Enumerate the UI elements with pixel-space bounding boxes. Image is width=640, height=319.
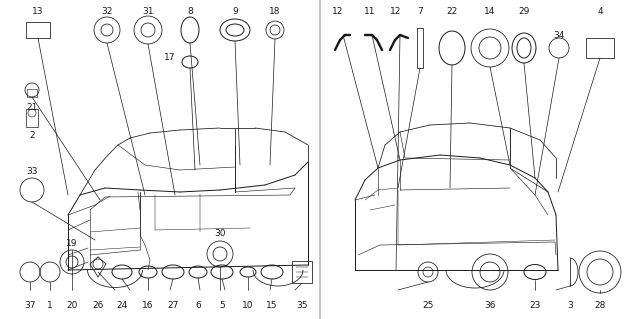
- Text: 29: 29: [518, 8, 530, 17]
- Text: 6: 6: [195, 301, 201, 310]
- Text: 27: 27: [167, 301, 179, 310]
- Text: 4: 4: [597, 8, 603, 17]
- Text: 10: 10: [243, 301, 253, 310]
- Text: 23: 23: [529, 301, 541, 310]
- Text: 35: 35: [296, 301, 308, 310]
- Bar: [26, 22, 50, 38]
- Text: 37: 37: [24, 301, 36, 310]
- Text: 9: 9: [232, 8, 238, 17]
- Text: 25: 25: [422, 301, 434, 310]
- Text: 36: 36: [484, 301, 496, 310]
- Text: 3: 3: [567, 301, 573, 310]
- Bar: [586, 38, 614, 58]
- Text: 12: 12: [390, 8, 402, 17]
- Text: 18: 18: [269, 8, 281, 17]
- Text: 14: 14: [484, 8, 496, 17]
- Text: 28: 28: [595, 301, 605, 310]
- Text: 31: 31: [142, 8, 154, 17]
- Text: 30: 30: [214, 229, 226, 239]
- Text: 32: 32: [101, 8, 113, 17]
- Text: 12: 12: [332, 8, 344, 17]
- Text: 11: 11: [364, 8, 376, 17]
- Text: 15: 15: [266, 301, 278, 310]
- Text: 8: 8: [187, 8, 193, 17]
- Text: 33: 33: [26, 167, 38, 176]
- Text: 34: 34: [554, 31, 564, 40]
- Text: 24: 24: [116, 301, 127, 310]
- Text: 21: 21: [26, 102, 38, 112]
- Text: 17: 17: [164, 54, 176, 63]
- Text: 5: 5: [219, 301, 225, 310]
- Text: 1: 1: [47, 301, 53, 310]
- Text: 19: 19: [67, 240, 77, 249]
- Bar: [292, 261, 312, 283]
- Text: 20: 20: [67, 301, 77, 310]
- Bar: [27, 89, 37, 97]
- Bar: [417, 28, 423, 68]
- Text: 16: 16: [142, 301, 154, 310]
- Text: 22: 22: [446, 8, 458, 17]
- Text: 13: 13: [32, 8, 44, 17]
- Bar: [26, 109, 38, 127]
- Text: 2: 2: [29, 130, 35, 139]
- Text: 26: 26: [92, 301, 104, 310]
- Text: 7: 7: [417, 8, 423, 17]
